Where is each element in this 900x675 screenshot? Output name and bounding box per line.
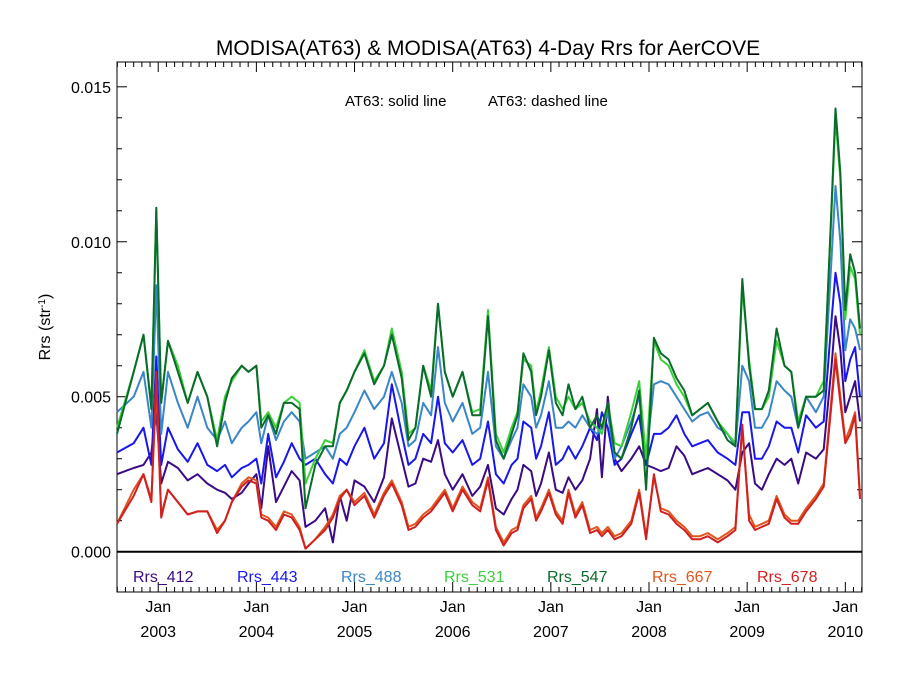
y-tick-label: 0.015 <box>71 80 111 97</box>
legend: Rrs_412 Rrs_443 Rrs_488 Rrs_531 Rrs_547 Rrs_6… <box>133 569 818 586</box>
y-axis-label: Rrs (str-1) <box>37 294 55 361</box>
x-tick-month: Jan <box>636 599 662 616</box>
x-tick-month: Jan <box>342 599 368 616</box>
plot-frame <box>116 61 863 593</box>
x-tick-month: Jan <box>145 599 171 616</box>
x-tick-year: 2009 <box>729 624 765 641</box>
x-tick-year: 2010 <box>828 624 864 641</box>
annotation-dashed: AT63: dashed line <box>488 93 608 110</box>
x-tick-year: 2006 <box>435 624 471 641</box>
series-line-rrs-547 <box>116 107 861 510</box>
y-tick-label: 0.010 <box>71 235 111 252</box>
legend-entry-rrs-412: Rrs_412 <box>133 569 194 586</box>
y-axis-label-main: Rrs (str <box>37 307 54 360</box>
legend-entry-rrs-678: Rrs_678 <box>757 569 818 586</box>
series-lines <box>116 107 861 550</box>
x-tick-month: Jan <box>538 599 564 616</box>
x-tick-year: 2005 <box>337 624 373 641</box>
y-axis-label-sup: -1 <box>37 299 48 308</box>
x-tick-year: 2003 <box>140 624 176 641</box>
series-line-rrs-678 <box>116 358 861 550</box>
annotation-solid: AT63: solid line <box>345 93 446 110</box>
series-line-rrs-488 <box>116 185 861 460</box>
x-tick-month: Jan <box>734 599 760 616</box>
legend-entry-rrs-547: Rrs_547 <box>547 569 608 586</box>
x-tick-year: 2004 <box>239 624 275 641</box>
chart-title: MODISA(AT63) & MODISA(AT63) 4-Day Rrs fo… <box>216 37 760 60</box>
legend-entry-rrs-488: Rrs_488 <box>341 569 402 586</box>
x-tick-month: Jan <box>832 599 858 616</box>
x-tick-year: 2007 <box>533 624 569 641</box>
legend-entry-rrs-667: Rrs_667 <box>652 569 713 586</box>
x-tick-year: 2008 <box>631 624 667 641</box>
legend-entry-rrs-531: Rrs_531 <box>444 569 505 586</box>
legend-entry-rrs-443: Rrs_443 <box>237 569 298 586</box>
y-axis-label-close: ) <box>37 294 54 299</box>
x-tick-month: Jan <box>440 599 466 616</box>
y-tick-label: 0.000 <box>71 545 111 562</box>
series-line-rrs-443 <box>116 271 861 485</box>
y-tick-label: 0.005 <box>71 390 111 407</box>
x-axis: Jan 2003 Jan 2004 Jan 2005 Jan 2006 Jan 2007 Jan 20… <box>116 62 864 641</box>
y-axis: 0.000 0.005 0.010 0.015 <box>71 80 862 562</box>
x-tick-month: Jan <box>243 599 269 616</box>
